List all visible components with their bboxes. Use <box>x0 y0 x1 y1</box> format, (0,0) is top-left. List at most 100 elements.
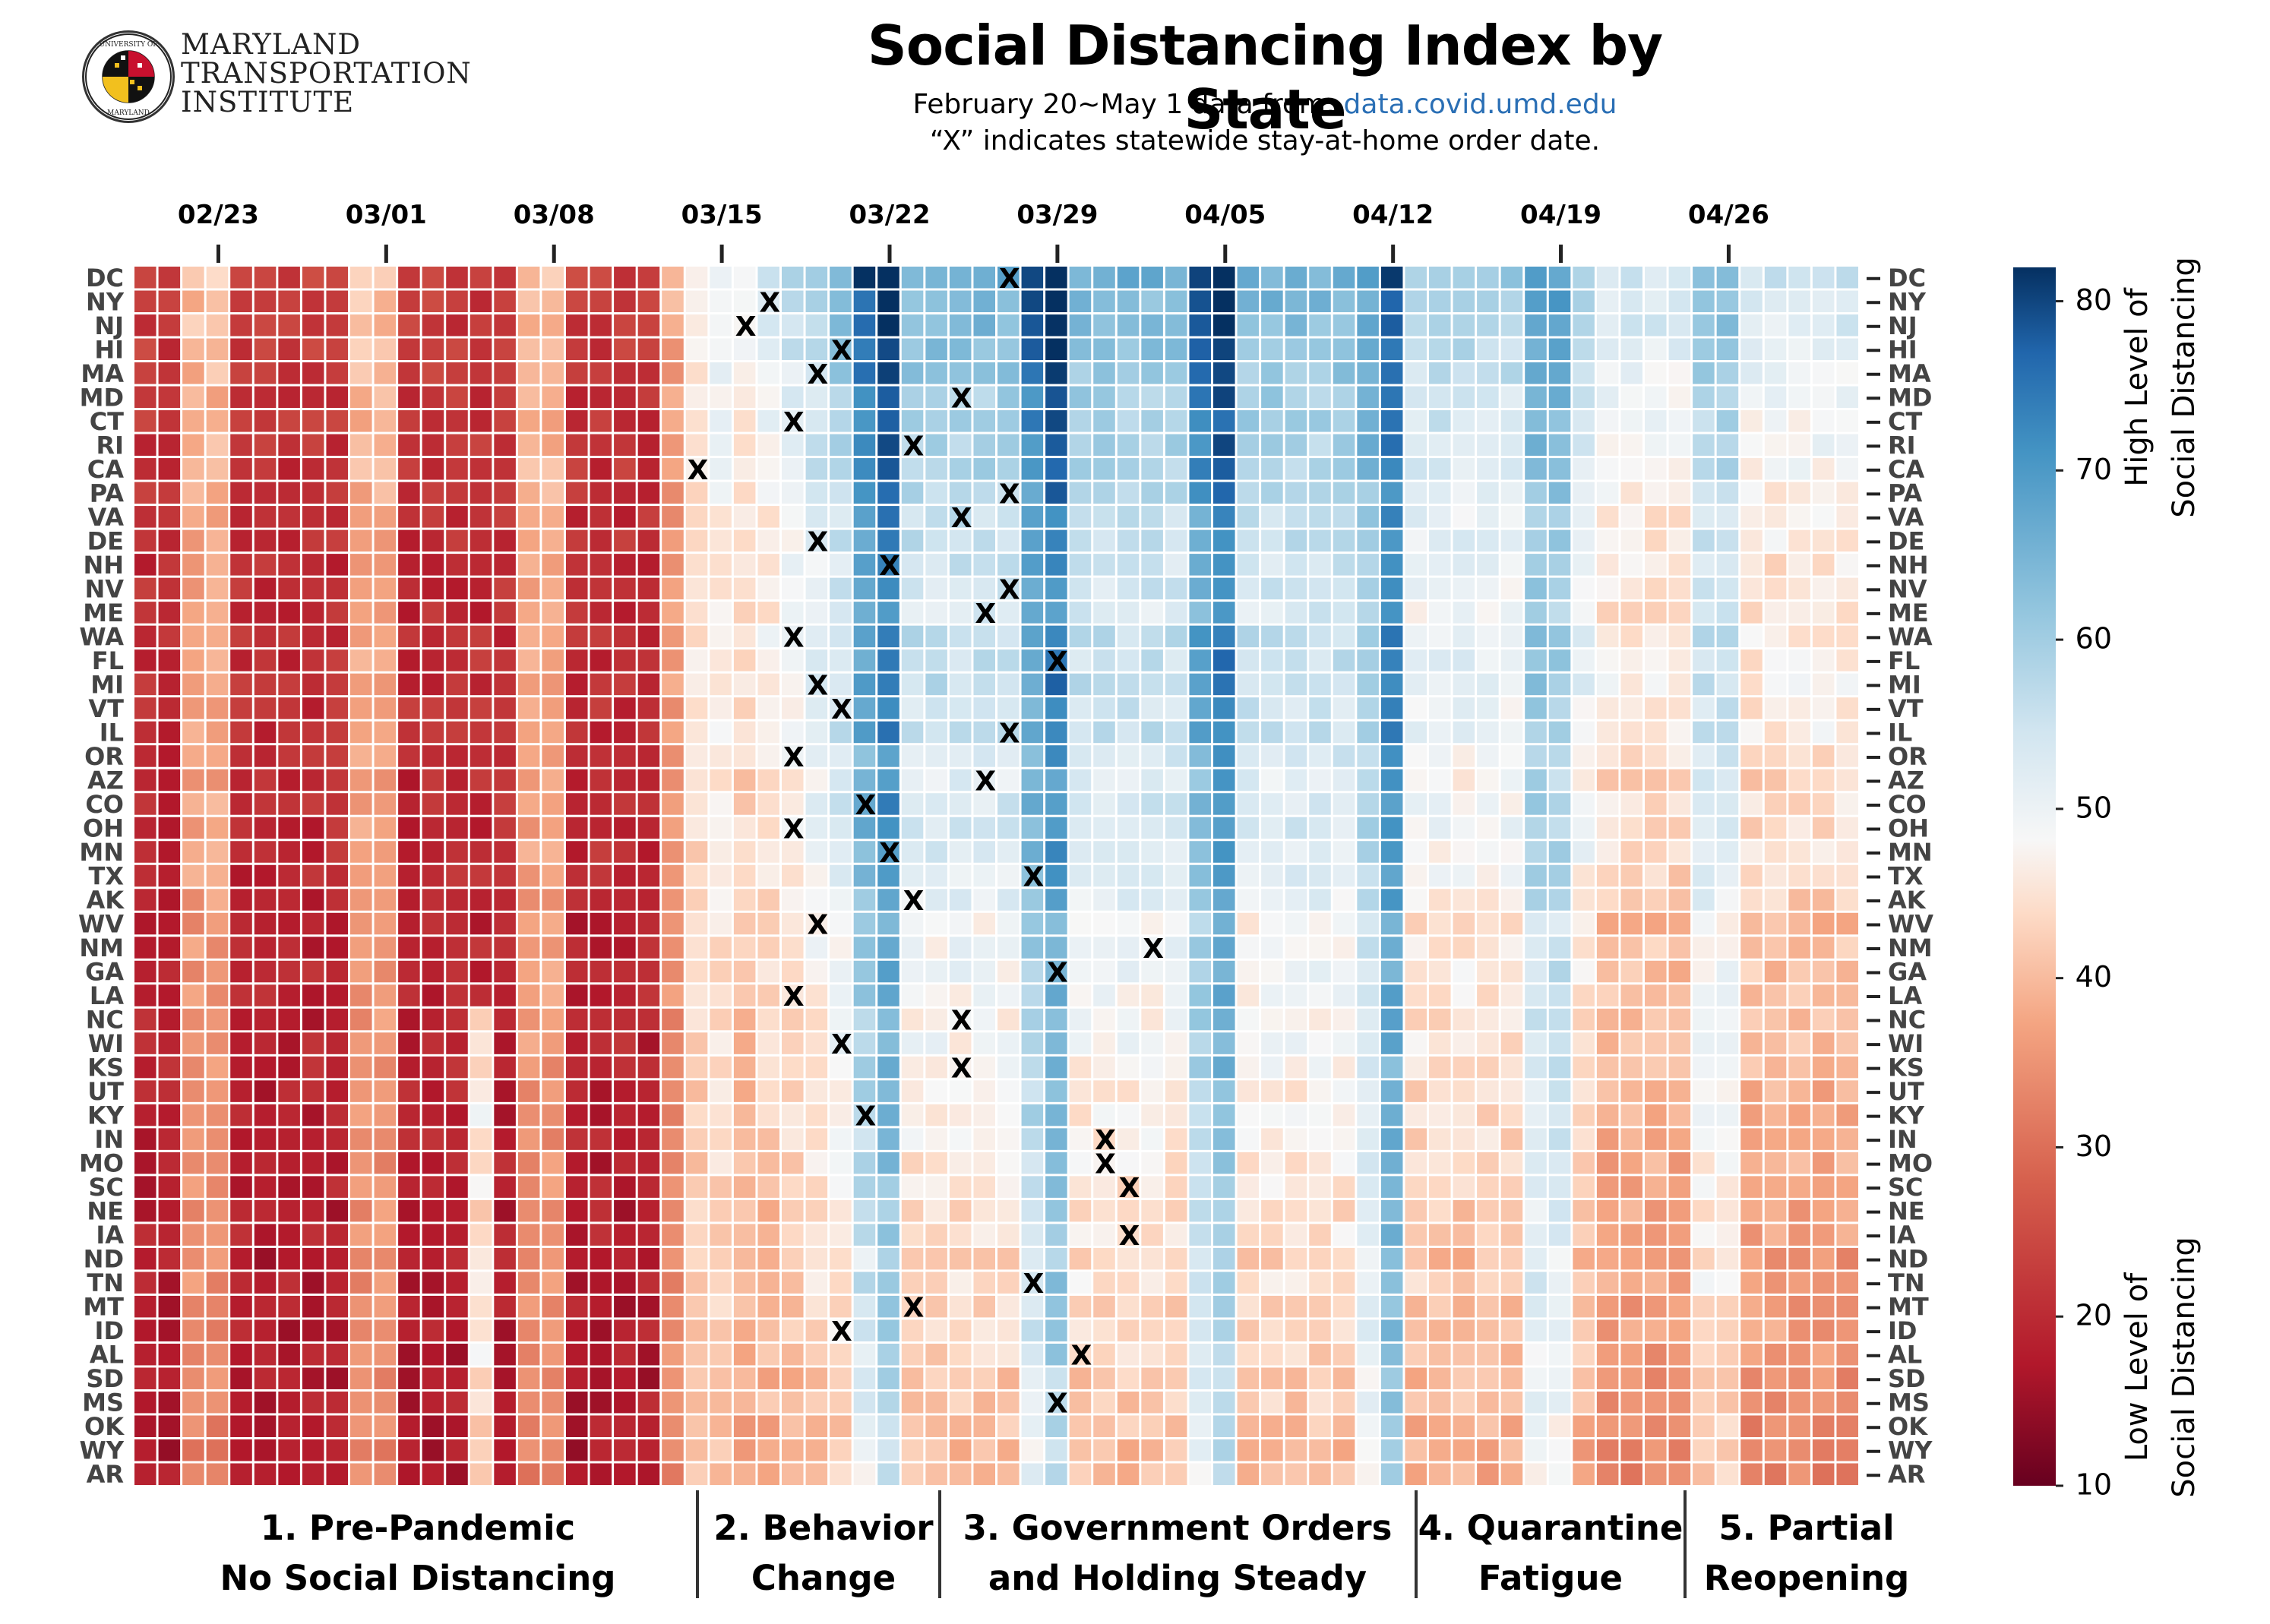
cell-NH-10 <box>374 554 397 576</box>
cell-KS-34 <box>949 1056 972 1079</box>
cell-IA-36 <box>997 1224 1020 1246</box>
cell-NH-12 <box>422 554 444 576</box>
cell-IN-29 <box>830 1128 852 1150</box>
cell-CT-69 <box>1788 410 1810 432</box>
cell-SD-53 <box>1405 1367 1427 1389</box>
cell-NE-31 <box>877 1199 899 1222</box>
cell-MA-62 <box>1620 362 1642 384</box>
cell-VA-65 <box>1693 506 1715 528</box>
cell-DC-3 <box>206 267 229 289</box>
cell-TN-36 <box>997 1272 1020 1294</box>
cell-MS-46 <box>1237 1391 1260 1414</box>
cell-NV-71 <box>1836 577 1858 600</box>
cell-WV-1 <box>158 912 181 935</box>
cell-GA-34 <box>949 960 972 983</box>
cell-WV-71 <box>1836 912 1858 935</box>
cell-AL-60 <box>1573 1343 1595 1366</box>
cell-SD-41 <box>1117 1367 1140 1389</box>
cell-MI-28 <box>805 673 828 696</box>
cell-UT-50 <box>1333 1080 1355 1102</box>
cell-ID-69 <box>1788 1319 1810 1341</box>
cell-MD-37 <box>1021 386 1044 409</box>
cell-AK-1 <box>158 889 181 911</box>
cell-NV-0 <box>134 577 156 600</box>
cell-GA-27 <box>782 960 804 983</box>
cell-NE-57 <box>1500 1199 1523 1222</box>
cell-NY-51 <box>1357 290 1379 313</box>
cell-MN-49 <box>1309 841 1331 863</box>
data-source-link[interactable]: data.covid.umd.edu <box>1343 89 1617 120</box>
cell-ME-0 <box>134 602 156 624</box>
cell-NM-36 <box>997 937 1020 959</box>
cell-CA-28 <box>805 458 828 480</box>
cell-IN-67 <box>1740 1128 1763 1150</box>
cell-NJ-45 <box>1213 314 1235 336</box>
cell-KY-26 <box>757 1104 779 1126</box>
cell-MS-48 <box>1285 1391 1307 1414</box>
cell-NM-33 <box>925 937 947 959</box>
cell-DE-57 <box>1500 529 1523 552</box>
cell-MA-34 <box>949 362 972 384</box>
cell-MD-7 <box>302 386 324 409</box>
cell-IA-30 <box>853 1224 876 1246</box>
cell-SD-21 <box>637 1367 660 1389</box>
cell-MO-9 <box>350 1152 372 1174</box>
cell-MI-15 <box>494 673 516 696</box>
cell-NY-19 <box>590 290 612 313</box>
cell-OK-25 <box>733 1415 756 1437</box>
cell-TN-0 <box>134 1272 156 1294</box>
cell-OH-35 <box>973 817 995 839</box>
cell-KY-62 <box>1620 1104 1642 1126</box>
cell-RI-64 <box>1668 434 1691 457</box>
cell-AL-7 <box>302 1343 324 1366</box>
cell-WY-20 <box>614 1439 636 1461</box>
cell-IA-23 <box>685 1224 708 1246</box>
cell-NJ-30 <box>853 314 876 336</box>
cell-KY-23 <box>685 1104 708 1126</box>
cell-DC-29 <box>830 267 852 289</box>
cell-NE-23 <box>685 1199 708 1222</box>
cell-MT-10 <box>374 1295 397 1318</box>
cell-MD-48 <box>1285 386 1307 409</box>
cell-IN-33 <box>925 1128 947 1150</box>
cell-MN-20 <box>614 841 636 863</box>
cell-CT-27 <box>782 410 804 432</box>
cell-TX-52 <box>1380 864 1403 887</box>
cell-IL-16 <box>517 721 540 744</box>
cell-ME-54 <box>1429 602 1451 624</box>
cell-MS-70 <box>1812 1391 1835 1414</box>
cell-DC-19 <box>590 267 612 289</box>
cell-NJ-6 <box>278 314 300 336</box>
cell-CT-17 <box>542 410 564 432</box>
cell-GA-25 <box>733 960 756 983</box>
cell-MD-35 <box>973 386 995 409</box>
cell-VT-53 <box>1405 697 1427 719</box>
cell-NY-54 <box>1429 290 1451 313</box>
cell-WY-31 <box>877 1439 899 1461</box>
cell-RI-15 <box>494 434 516 457</box>
state-label-left-SC: SC <box>88 1173 124 1202</box>
cell-KS-60 <box>1573 1056 1595 1079</box>
cell-IL-41 <box>1117 721 1140 744</box>
cell-MO-10 <box>374 1152 397 1174</box>
cell-AZ-12 <box>422 769 444 791</box>
cell-GA-58 <box>1525 960 1547 983</box>
cell-WY-45 <box>1213 1439 1235 1461</box>
cell-KY-0 <box>134 1104 156 1126</box>
cell-RI-16 <box>517 434 540 457</box>
cell-ND-66 <box>1716 1247 1739 1270</box>
stay-at-home-marker-IN: X <box>1095 1125 1116 1156</box>
cell-NV-3 <box>206 577 229 600</box>
cell-TX-17 <box>542 864 564 887</box>
cell-CA-5 <box>254 458 277 480</box>
state-label-right-NM: NM <box>1888 934 1933 962</box>
cell-SD-14 <box>469 1367 492 1389</box>
cell-CO-17 <box>542 793 564 815</box>
cell-KY-63 <box>1645 1104 1667 1126</box>
cell-MN-1 <box>158 841 181 863</box>
cell-NV-51 <box>1357 577 1379 600</box>
cell-NY-4 <box>230 290 252 313</box>
cell-IA-14 <box>469 1224 492 1246</box>
cell-TX-21 <box>637 864 660 887</box>
cell-CA-48 <box>1285 458 1307 480</box>
